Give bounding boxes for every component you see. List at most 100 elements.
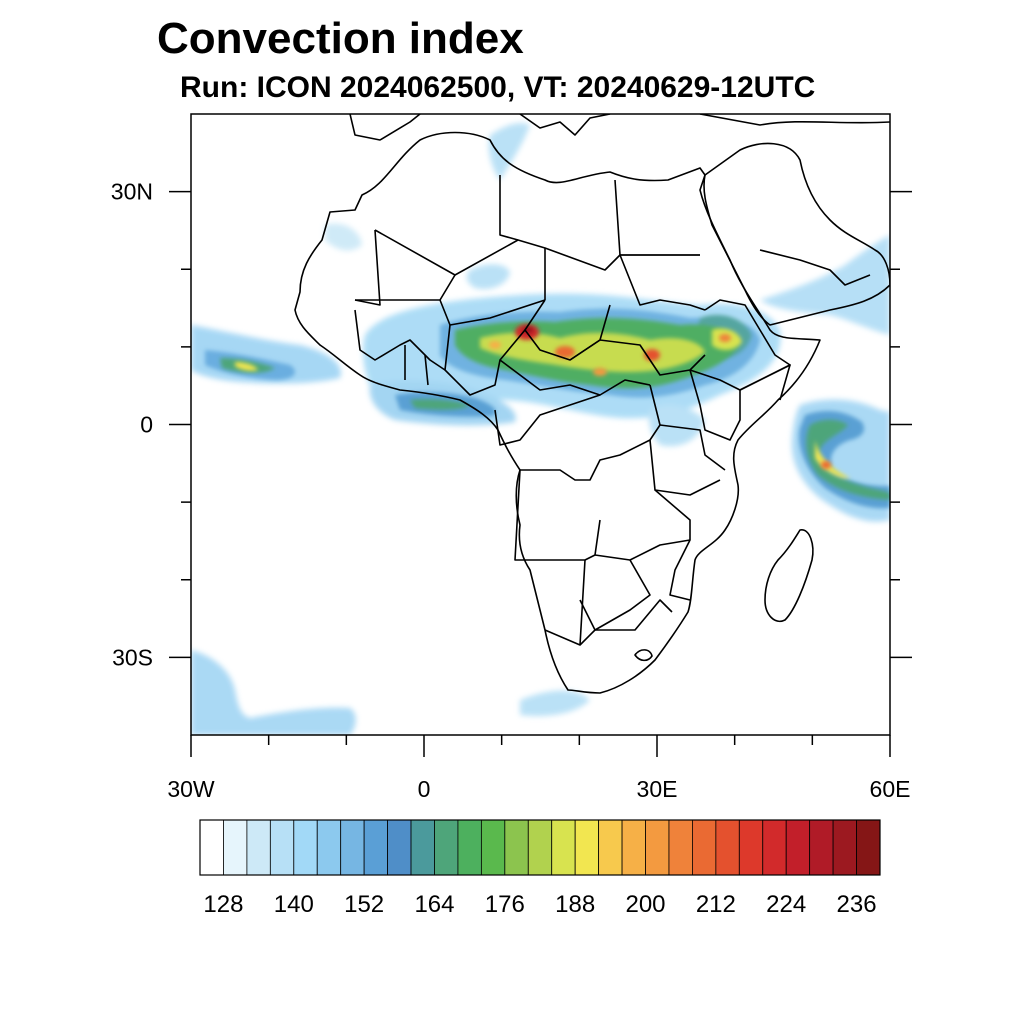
colorbar-tick-label: 236: [837, 891, 877, 918]
border-mozambique: [669, 539, 691, 601]
border-lesotho: [634, 649, 653, 662]
convection-arabia-outer: [760, 235, 890, 335]
map-title: Convection index: [157, 14, 524, 63]
convection-south-indian-outer: [520, 690, 590, 717]
x-tick-label: 30E: [637, 776, 678, 802]
colorbar-swatch: [668, 819, 693, 876]
colorbar-swatch: [269, 819, 295, 876]
border-west-africa-2: [404, 345, 429, 386]
convection-south-atlantic-outer: [191, 650, 356, 735]
x-tick-label: 30W: [167, 776, 215, 802]
madagascar-coastline: [764, 529, 814, 622]
colorbar-tick-label: 140: [274, 891, 314, 918]
y-tick-label: 0: [140, 412, 153, 438]
border-tanzania: [649, 439, 721, 496]
colorbar-tick-label: 128: [203, 891, 243, 918]
colorbar-swatch: [199, 819, 224, 876]
border-congo-2: [520, 384, 661, 481]
iberia-coast: [349, 114, 421, 141]
colorbar-swatch: [645, 819, 670, 876]
axis-tick-labels: 30W 0 30E 60E 30N 0 30S: [111, 179, 911, 802]
convection-sahara-outer: [466, 264, 510, 290]
colorbar-swatch: [692, 819, 717, 876]
colorbar-tick-label: 224: [766, 891, 806, 918]
border-somalia: [739, 364, 791, 401]
convection-peak-nigeria: [489, 341, 501, 349]
colorbar-swatch: [762, 819, 787, 876]
border-zambia: [594, 489, 691, 561]
colorbar-swatch: [293, 819, 318, 876]
colorbar-swatch: [832, 819, 857, 876]
convection-field: [191, 123, 890, 735]
convection-cyclone-green: [806, 419, 890, 500]
border-sudan-chad: [544, 247, 706, 311]
colorbar-swatch: [527, 819, 553, 876]
colorbar-swatch: [246, 819, 271, 876]
colorbar-tick-label: 212: [696, 891, 736, 918]
convection-peak-cyclone: [821, 461, 831, 469]
colorbar-swatch: [316, 819, 342, 876]
y-tick-label: 30N: [111, 179, 153, 205]
convection-peak-car: [593, 368, 607, 376]
colorbar-tick-label: 200: [625, 891, 665, 918]
border-sahara-1: [354, 229, 381, 306]
axis-ticks: [169, 190, 912, 757]
arabia-coastline: [703, 142, 890, 326]
colorbar-swatch: [340, 819, 365, 876]
colorbar-swatch: [434, 819, 459, 876]
colorbar-swatch: [574, 819, 600, 876]
colorbar-tick-label: 176: [485, 891, 525, 918]
colorbar-frame: [199, 819, 881, 876]
colorbar-swatch: [551, 819, 576, 876]
colorbar-swatch: [598, 819, 623, 876]
colorbar: [199, 819, 881, 876]
colorbar-swatch: [621, 819, 646, 876]
colorbar-swatch: [457, 819, 482, 876]
colorbar-swatch: [223, 819, 248, 876]
border-car: [499, 359, 651, 396]
colorbar-swatch: [809, 819, 834, 876]
convection-peak-chad-core: [522, 326, 534, 334]
map-background: [191, 114, 890, 735]
border-southsudan: [569, 339, 706, 376]
convection-westsahara-outer: [325, 223, 362, 251]
colorbar-tick-label: 188: [555, 891, 595, 918]
border-nigeria: [444, 324, 526, 396]
colorbar-tick-label: 164: [414, 891, 454, 918]
convection-sahel-yellow: [480, 332, 705, 372]
border-congo-1: [494, 394, 601, 446]
colorbar-swatch: [715, 819, 740, 876]
border-ethiopia: [689, 299, 791, 391]
convection-guinea-green: [410, 399, 470, 410]
convection-cyclone-yellow: [815, 440, 850, 479]
convection-peak-sudan: [555, 346, 575, 358]
x-tick-label: 60E: [870, 776, 911, 802]
country-boundaries: [294, 114, 890, 694]
border-botswana: [579, 559, 651, 631]
colorbar-swatch: [856, 819, 881, 876]
colorbar-swatch: [387, 819, 412, 876]
border-west-africa-1: [354, 309, 446, 371]
border-sahel-2: [439, 299, 546, 326]
border-south-africa: [579, 599, 673, 646]
convection-atlantic-yellow: [235, 362, 258, 371]
border-algeria-libya: [499, 175, 519, 241]
colorbar-swatch: [504, 819, 529, 876]
x-tick-label: 0: [418, 776, 431, 802]
border-kenya: [689, 369, 741, 441]
colorbar-labels: 128 140 152 164 176 188 200 212 224 236: [203, 891, 876, 918]
colorbar-tick-label: 152: [344, 891, 384, 918]
convection-lakes-outer: [648, 404, 705, 447]
border-arabia: [759, 249, 871, 286]
colorbar-swatch: [410, 819, 435, 876]
map-subtitle: Run: ICON 2024062500, VT: 20240629-12UTC: [180, 71, 816, 104]
colorbar-swatch: [738, 819, 764, 876]
asia-coast: [699, 114, 890, 126]
convection-peak-ethiopia: [719, 334, 731, 342]
convection-med-outer: [488, 123, 530, 180]
med-coast-north: [519, 114, 611, 136]
border-sahel-3: [524, 299, 611, 361]
border-east-africa: [659, 424, 726, 471]
colorbar-swatch: [363, 819, 388, 876]
